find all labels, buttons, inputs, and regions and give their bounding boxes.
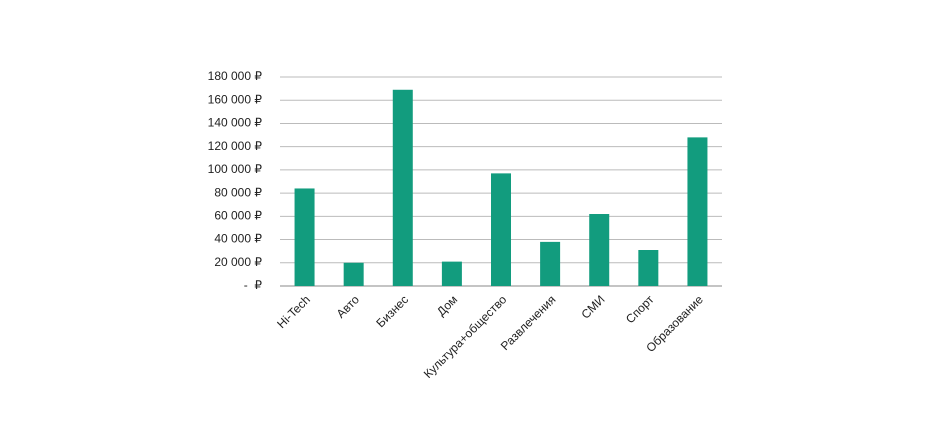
x-tick-label: Hi-Tech bbox=[274, 292, 313, 331]
x-tick-label: СМИ bbox=[578, 292, 607, 321]
x-tick-label: Спорт bbox=[623, 292, 657, 326]
bar bbox=[589, 214, 610, 286]
y-tick-label: 60 000 ₽ bbox=[214, 209, 262, 223]
bar bbox=[491, 173, 511, 286]
y-tick-label: 80 000 ₽ bbox=[214, 185, 262, 199]
bar bbox=[687, 137, 708, 286]
bar bbox=[392, 89, 413, 287]
y-tick-label: 160 000 ₽ bbox=[208, 92, 263, 106]
bar bbox=[441, 261, 462, 286]
y-tick-label: 40 000 ₽ bbox=[214, 232, 262, 246]
bar bbox=[294, 188, 315, 286]
x-tick-label: Бизнес bbox=[373, 292, 411, 330]
y-tick-label: 100 000 ₽ bbox=[208, 162, 263, 176]
x-tick-label: Культура+общество bbox=[421, 292, 510, 381]
y-tick-label: 120 000 ₽ bbox=[208, 139, 263, 153]
x-tick-label: Авто bbox=[334, 292, 363, 321]
y-tick-label: 140 000 ₽ bbox=[208, 116, 263, 130]
y-tick-label: 20 000 ₽ bbox=[214, 255, 262, 269]
y-tick-label: 180 000 ₽ bbox=[208, 69, 263, 83]
bar bbox=[638, 250, 659, 286]
bar bbox=[540, 241, 561, 286]
x-tick-label: Дом bbox=[434, 292, 460, 318]
y-tick-label: - ₽ bbox=[244, 278, 263, 292]
bar bbox=[343, 262, 364, 286]
